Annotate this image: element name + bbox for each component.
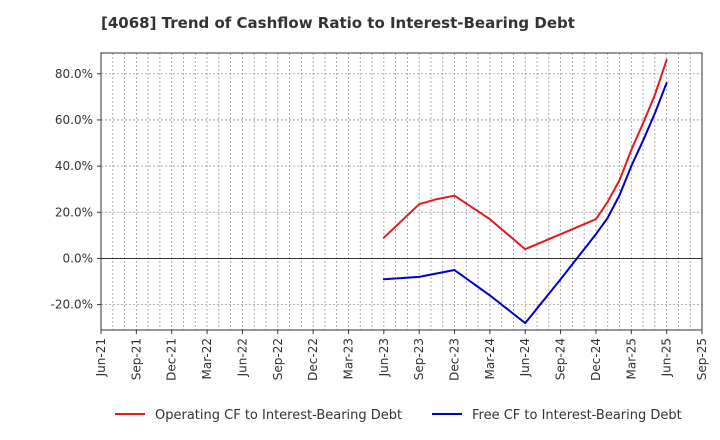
y-tick-label: 20.0% xyxy=(55,205,93,219)
y-tick-label: 0.0% xyxy=(63,251,94,265)
x-tick-label: Sep-21 xyxy=(129,338,143,380)
grid xyxy=(101,53,702,330)
series-line-operating-cf xyxy=(382,58,668,251)
legend: Operating CF to Interest-Bearing Debt Fre… xyxy=(115,408,682,423)
x-tick-label: Mar-22 xyxy=(200,338,214,379)
x-tick-label: Dec-21 xyxy=(165,338,179,381)
series-lines xyxy=(382,58,668,325)
x-tick-label: Dec-22 xyxy=(306,338,320,381)
x-tick-label: Dec-23 xyxy=(448,338,462,381)
y-tick-label: 80.0% xyxy=(55,67,93,81)
x-axis-ticks: Jun-21 Sep-21 Dec-21 Mar-22 Jun-22 Sep-22 Dec-… xyxy=(94,330,709,381)
x-tick-label: Sep-22 xyxy=(271,338,285,380)
y-tick-label: -20.0% xyxy=(51,298,93,312)
x-tick-label: Mar-25 xyxy=(624,338,638,379)
chart-title: [4068] Trend of Cashflow Ratio to Intere… xyxy=(101,14,575,32)
x-tick-label: Dec-24 xyxy=(589,338,603,381)
x-tick-label: Mar-23 xyxy=(341,338,355,379)
x-tick-label: Jun-25 xyxy=(660,338,674,377)
y-tick-label: 40.0% xyxy=(55,159,93,173)
x-tick-label: Jun-22 xyxy=(235,338,249,377)
plot-area xyxy=(101,53,702,330)
y-axis-ticks: -20.0% 0.0% 20.0% 40.0% 60.0% 80.0% xyxy=(51,67,101,312)
x-tick-label: Mar-24 xyxy=(483,338,497,379)
x-tick-label: Sep-24 xyxy=(554,338,568,380)
series-line-free-cf xyxy=(382,82,668,325)
y-tick-label: 60.0% xyxy=(55,113,93,127)
x-tick-label: Sep-23 xyxy=(412,338,426,380)
plot-border xyxy=(100,52,703,331)
x-tick-label: Jun-24 xyxy=(518,338,532,377)
x-tick-label: Sep-25 xyxy=(695,338,709,380)
legend-label: Operating CF to Interest-Bearing Debt xyxy=(155,408,402,423)
x-tick-label: Jun-21 xyxy=(94,338,108,377)
x-tick-label: Jun-23 xyxy=(377,338,391,377)
legend-label: Free CF to Interest-Bearing Debt xyxy=(472,408,682,423)
